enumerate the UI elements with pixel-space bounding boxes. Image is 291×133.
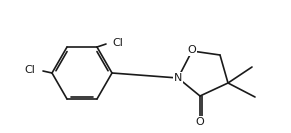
Text: O: O	[188, 45, 196, 55]
Text: Cl: Cl	[24, 65, 35, 75]
Text: Cl: Cl	[112, 38, 123, 48]
Text: O: O	[196, 117, 204, 127]
Text: N: N	[174, 73, 182, 83]
